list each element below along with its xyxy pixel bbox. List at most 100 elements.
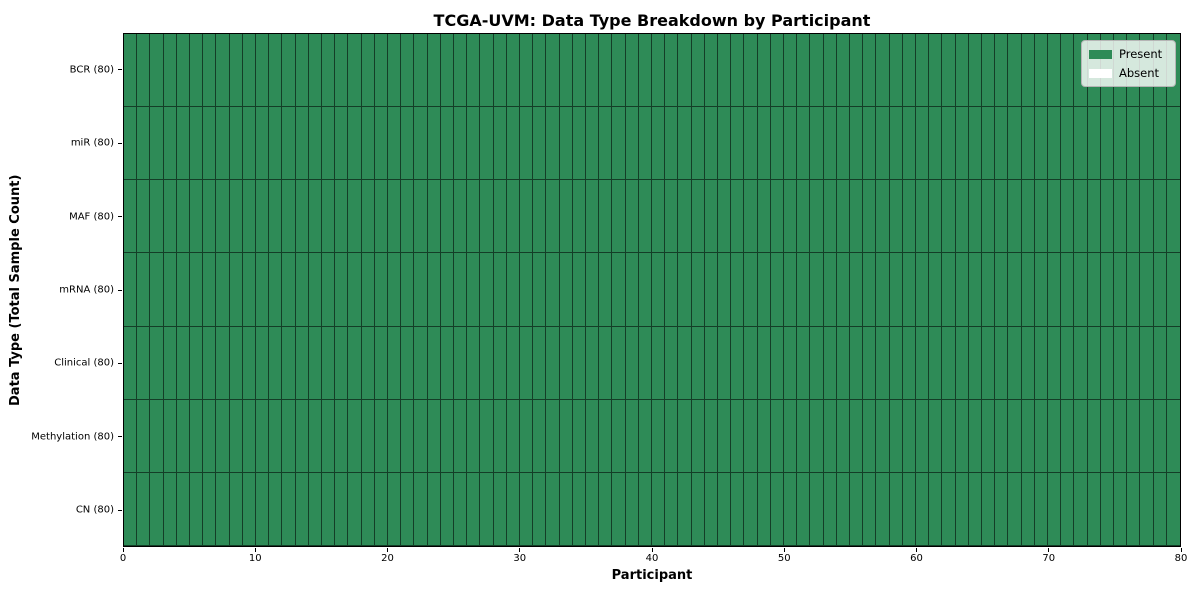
heatmap-cell <box>1021 180 1035 254</box>
heatmap-cell <box>902 253 916 327</box>
heatmap-cell <box>216 34 230 108</box>
heatmap-cell <box>348 34 362 108</box>
heatmap-cell <box>678 326 692 400</box>
heatmap-cell <box>1034 180 1048 254</box>
heatmap-cell <box>546 107 560 181</box>
heatmap-cell <box>572 253 586 327</box>
heatmap-cell <box>612 107 626 181</box>
heatmap-cell <box>387 180 402 254</box>
heatmap-cell <box>163 399 177 473</box>
heatmap-cell <box>902 34 916 108</box>
heatmap-cell <box>137 107 151 181</box>
heatmap-cell <box>480 34 494 108</box>
heatmap-cell <box>651 34 666 108</box>
heatmap-cell <box>137 399 151 473</box>
y-tick-mark <box>118 289 122 291</box>
heatmap-cell <box>955 399 969 473</box>
heatmap-grid <box>124 34 1180 546</box>
heatmap-cell <box>453 180 468 254</box>
heatmap-cell <box>176 180 190 254</box>
heatmap-cell <box>1021 399 1035 473</box>
heatmap-cell <box>176 253 190 327</box>
heatmap-cell <box>321 472 336 546</box>
heatmap-cell <box>836 326 850 400</box>
heatmap-cell <box>269 253 283 327</box>
heatmap-cell <box>533 399 547 473</box>
heatmap-cell <box>783 472 798 546</box>
heatmap-cell <box>757 253 771 327</box>
heatmap-cell <box>150 34 164 108</box>
x-tick-mark <box>122 548 124 552</box>
heatmap-cell <box>1061 180 1075 254</box>
heatmap-cell <box>453 107 468 181</box>
heatmap-cell <box>638 472 652 546</box>
heatmap-cell <box>572 472 586 546</box>
heatmap-cell <box>308 472 322 546</box>
legend-label: Absent <box>1119 66 1160 80</box>
heatmap-cell <box>255 399 270 473</box>
heatmap-cell <box>546 399 560 473</box>
heatmap-cell <box>731 472 745 546</box>
heatmap-cell <box>968 472 982 546</box>
heatmap-cell <box>361 399 375 473</box>
heatmap-cell <box>863 326 877 400</box>
heatmap-cell <box>1021 34 1035 108</box>
heatmap-cell <box>1047 399 1062 473</box>
heatmap-cell <box>968 34 982 108</box>
heatmap-cell <box>770 253 784 327</box>
heatmap-cell <box>810 399 824 473</box>
heatmap-cell <box>1074 253 1088 327</box>
x-tick-mark <box>1180 548 1182 552</box>
heatmap-cell <box>823 107 837 181</box>
heatmap-cell <box>651 107 666 181</box>
heatmap-cell <box>665 107 679 181</box>
heatmap-cell <box>638 180 652 254</box>
heatmap-cell <box>467 472 481 546</box>
heatmap-cell <box>203 107 217 181</box>
heatmap-cell <box>1034 34 1048 108</box>
heatmap-cell <box>691 34 705 108</box>
heatmap-cell <box>955 34 969 108</box>
heatmap-cell <box>295 34 309 108</box>
heatmap-cell <box>559 472 573 546</box>
heatmap-cell <box>295 472 309 546</box>
heatmap-cell <box>704 472 718 546</box>
heatmap-cell <box>995 107 1009 181</box>
heatmap-cell <box>1087 107 1101 181</box>
heatmap-cell <box>678 34 692 108</box>
heatmap-cell <box>770 472 784 546</box>
heatmap-cell <box>1127 253 1141 327</box>
heatmap-cell <box>506 180 520 254</box>
heatmap-cell <box>493 180 507 254</box>
chart-title: TCGA-UVM: Data Type Breakdown by Partici… <box>433 11 871 30</box>
heatmap-cell <box>783 253 798 327</box>
heatmap-cell <box>1061 326 1075 400</box>
heatmap-cell <box>546 326 560 400</box>
heatmap-cell <box>427 472 441 546</box>
heatmap-cell <box>678 253 692 327</box>
heatmap-cell <box>1034 107 1048 181</box>
x-tick-mark <box>254 548 256 552</box>
heatmap-cell <box>124 34 138 108</box>
x-tick-label: 80 <box>1174 553 1188 564</box>
heatmap-cell <box>995 34 1009 108</box>
heatmap-cell <box>163 180 177 254</box>
heatmap-cell <box>981 107 996 181</box>
heatmap-cell <box>585 399 600 473</box>
heatmap-cell <box>849 253 864 327</box>
heatmap-cell <box>519 326 534 400</box>
heatmap-cell <box>1008 34 1022 108</box>
heatmap-cell <box>189 180 204 254</box>
heatmap-cell <box>836 253 850 327</box>
heatmap-cell <box>665 34 679 108</box>
heatmap-cell <box>229 399 243 473</box>
heatmap-cell <box>823 399 837 473</box>
heatmap-cell <box>242 180 256 254</box>
heatmap-cell <box>189 472 204 546</box>
heatmap-cell <box>717 253 732 327</box>
heatmap-cell <box>572 399 586 473</box>
x-tick-mark <box>651 548 653 552</box>
heatmap-cell <box>427 253 441 327</box>
heatmap-cell <box>585 107 600 181</box>
heatmap-cell <box>572 107 586 181</box>
